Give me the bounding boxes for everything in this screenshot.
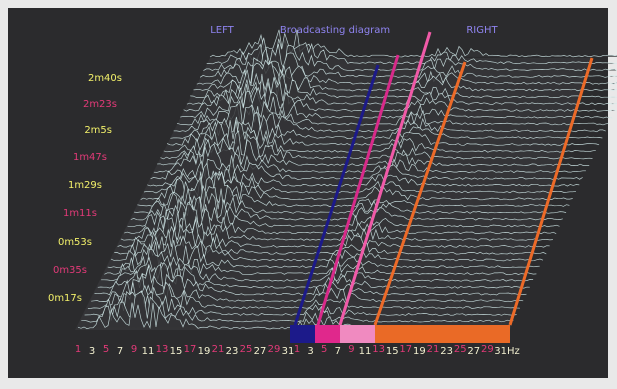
channel-bar: [290, 325, 510, 343]
frequency-label: 21: [212, 344, 225, 355]
frequency-label: 7: [335, 346, 341, 357]
frequency-label: 25: [240, 344, 253, 355]
left-label: LEFT: [210, 25, 234, 36]
frequency-label: 13: [156, 344, 169, 355]
time-label: 0m35s: [53, 265, 87, 276]
frequency-label: 13: [372, 344, 385, 355]
screen: LEFT Broadcasting diagram RIGHT 2m40s 2m2…: [0, 0, 617, 385]
frequency-label: 25: [454, 344, 467, 355]
frequency-label: 27: [254, 346, 267, 357]
time-label: 2m5s: [84, 125, 112, 136]
time-label: 1m11s: [63, 208, 97, 219]
frequency-label: 21: [427, 344, 440, 355]
frequency-label: 5: [321, 344, 327, 355]
frequency-label: 5: [103, 344, 109, 355]
time-label: 1m47s: [73, 152, 107, 163]
frequency-label: 11: [142, 346, 155, 357]
frequency-label: 9: [348, 344, 354, 355]
channel-block: [315, 325, 340, 343]
frequency-label: 19: [198, 346, 211, 357]
channel-block: [340, 325, 375, 343]
frequency-label: 1: [75, 344, 81, 355]
channel-block: [375, 325, 510, 343]
frequency-label: 27: [467, 346, 480, 357]
frequency-label: 3: [307, 346, 313, 357]
frequency-label: 17: [399, 344, 412, 355]
frequency-label: 19: [413, 346, 426, 357]
frequency-label: 29: [481, 344, 494, 355]
frequency-label: 29: [268, 344, 281, 355]
frequency-label: 15: [386, 346, 399, 357]
frequency-label: 11: [359, 346, 372, 357]
frequency-label: 1: [294, 344, 300, 355]
frequency-label: 9: [131, 344, 137, 355]
diagram-title: Broadcasting diagram: [280, 25, 390, 36]
time-label: 2m23s: [83, 99, 117, 110]
frequency-label: 17: [184, 344, 197, 355]
frequency-label: 23: [440, 346, 453, 357]
time-label: 0m53s: [58, 237, 92, 248]
time-label: 2m40s: [88, 73, 122, 84]
frequency-label: 7: [117, 346, 123, 357]
frequency-label: 23: [226, 346, 239, 357]
right-label: RIGHT: [466, 25, 498, 36]
frequency-label: 31: [282, 346, 295, 357]
frequency-label: 3: [89, 346, 95, 357]
frequency-label: 15: [170, 346, 183, 357]
time-label: 1m29s: [68, 180, 102, 191]
channel-block: [290, 325, 315, 343]
frequency-label: 31Hz: [494, 346, 520, 357]
time-label: 0m17s: [48, 293, 82, 304]
